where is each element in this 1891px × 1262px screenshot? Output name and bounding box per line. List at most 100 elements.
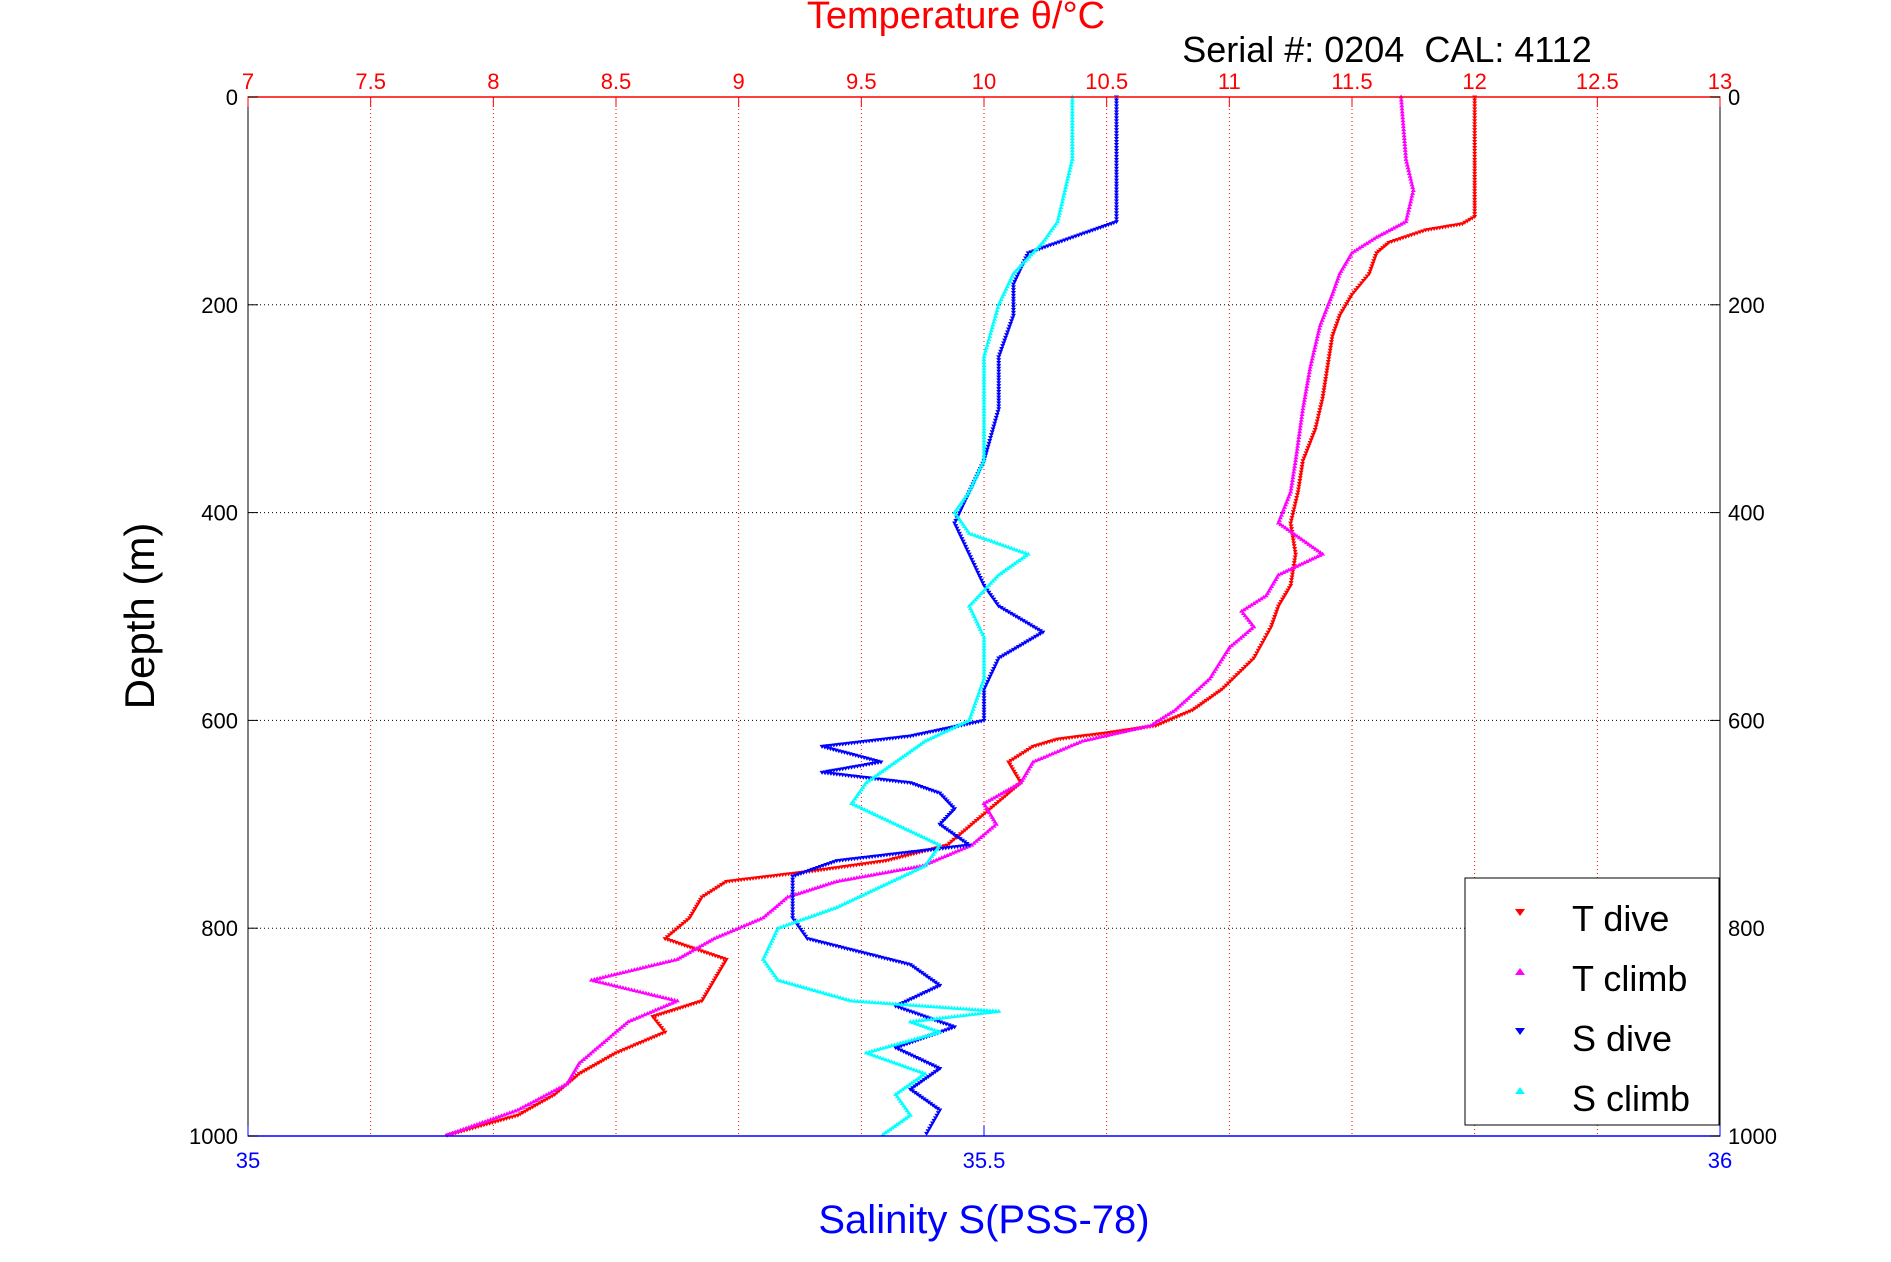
data-point	[981, 704, 987, 709]
data-point	[864, 808, 870, 813]
data-point	[1472, 186, 1478, 191]
data-point	[889, 1043, 895, 1048]
data-point	[1310, 545, 1316, 550]
data-point	[1291, 561, 1297, 566]
data-point	[981, 452, 987, 457]
data-point	[1472, 160, 1478, 165]
data-point	[1370, 261, 1376, 266]
data-point	[1332, 284, 1338, 289]
data-point	[921, 1059, 927, 1064]
data-point	[1066, 744, 1072, 749]
data-point	[906, 749, 912, 754]
data-point	[1292, 504, 1298, 509]
data-point	[1303, 386, 1309, 391]
data-point	[860, 874, 866, 879]
series-s-dive	[790, 95, 1119, 1136]
data-point	[1472, 145, 1478, 150]
data-point	[1288, 566, 1294, 571]
data-point	[976, 593, 982, 598]
data-point	[883, 1044, 889, 1049]
data-point	[1472, 197, 1478, 202]
data-point	[934, 1016, 940, 1021]
data-point	[992, 313, 998, 318]
data-point	[844, 900, 850, 905]
data-point	[1113, 190, 1119, 195]
legend: T dive T climb S dive S climb	[1464, 877, 1720, 1126]
data-point	[1290, 472, 1296, 477]
data-point	[452, 1129, 458, 1134]
data-point	[823, 991, 829, 996]
data-point	[717, 933, 723, 938]
data-point	[628, 1018, 634, 1023]
data-point	[501, 1112, 507, 1117]
data-point	[952, 849, 958, 854]
data-point	[1251, 656, 1257, 661]
y-axis-title: Depth (m)	[116, 523, 163, 710]
data-point	[591, 1063, 597, 1068]
data-point	[843, 996, 849, 1001]
data-point	[1012, 269, 1018, 274]
data-point	[1001, 789, 1007, 794]
data-point	[1113, 214, 1119, 219]
data-point	[875, 1047, 881, 1052]
data-point	[1327, 348, 1333, 353]
data-point	[1355, 285, 1361, 290]
data-point	[1295, 487, 1301, 492]
data-point	[904, 751, 910, 756]
data-point	[512, 1108, 518, 1113]
data-point	[1298, 417, 1304, 422]
data-point	[1376, 233, 1382, 238]
data-point	[1182, 711, 1188, 716]
data-point	[1400, 124, 1406, 129]
data-point	[1334, 321, 1340, 326]
data-point	[640, 990, 646, 995]
data-point	[714, 974, 720, 979]
data-point	[620, 970, 626, 975]
data-point	[625, 1019, 631, 1024]
data-point	[1315, 548, 1321, 553]
data-point	[1192, 706, 1198, 711]
legend-item-t-dive: T dive	[1515, 898, 1669, 939]
data-point	[1335, 276, 1341, 281]
data-point	[1301, 456, 1307, 461]
data-point	[966, 552, 972, 557]
right-tick-label: 400	[1728, 501, 1765, 526]
data-point	[533, 1097, 539, 1102]
data-point	[1295, 443, 1301, 448]
data-point	[561, 1082, 567, 1087]
data-point	[1290, 475, 1296, 480]
data-point	[687, 949, 693, 954]
data-point	[1364, 240, 1370, 245]
data-point	[817, 910, 823, 915]
data-point	[981, 374, 987, 379]
data-point	[532, 1104, 538, 1109]
data-point	[1240, 611, 1246, 616]
data-point	[935, 732, 941, 737]
data-point	[1272, 615, 1278, 619]
data-point	[581, 1069, 587, 1074]
data-point	[996, 604, 1002, 609]
data-point	[981, 637, 987, 642]
data-point	[1014, 266, 1020, 271]
data-point	[1408, 196, 1414, 201]
data-point	[1353, 288, 1359, 293]
data-point	[1018, 556, 1024, 561]
data-point	[849, 897, 855, 902]
data-point	[1113, 125, 1119, 130]
data-point	[1148, 723, 1154, 728]
data-point	[976, 690, 982, 695]
data-point	[937, 822, 943, 827]
data-point	[981, 400, 987, 405]
data-point	[1145, 723, 1151, 728]
data-point	[993, 1009, 999, 1014]
data-point	[931, 1118, 937, 1123]
data-point	[463, 1125, 469, 1130]
data-point	[790, 886, 796, 891]
data-point	[1337, 271, 1343, 276]
data-point	[978, 835, 984, 840]
data-point	[1256, 597, 1262, 602]
data-point	[643, 990, 649, 995]
data-point	[1158, 716, 1164, 721]
data-point	[1001, 653, 1007, 658]
data-point	[938, 731, 944, 736]
